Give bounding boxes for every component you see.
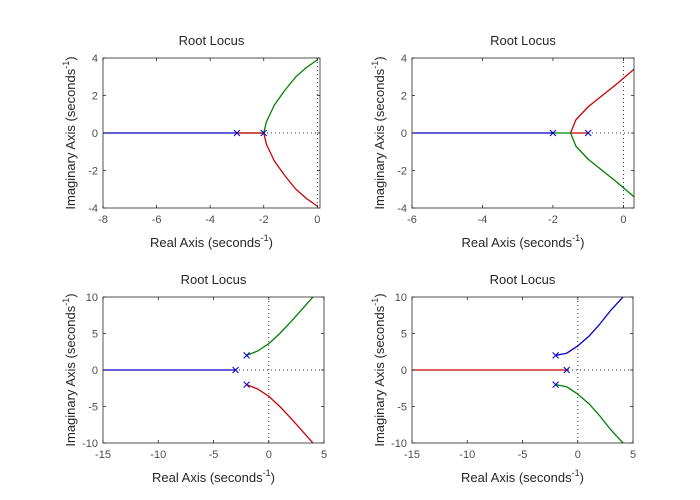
locus-branch-3 [552,132,634,198]
y-tick-label: -5 [397,402,407,414]
y-tick-label: -10 [391,438,407,450]
y-tick-label: -2 [88,166,98,178]
locus-branch-2 [555,297,624,357]
x-tick-label: 0 [314,214,320,226]
y-tick-label: -2 [397,166,407,178]
x-tick-label: 0 [575,449,581,461]
y-axis-label: Imaginary Axis (seconds-1) [370,293,387,446]
locus-branch-3 [555,383,624,443]
x-tick-label: 0 [266,449,272,461]
pole-marker-2 [552,352,560,359]
y-tick-label: -10 [82,438,98,450]
x-tick-label: 5 [321,449,327,461]
pole-marker-1 [233,129,241,137]
y-tick-label: 2 [401,91,407,103]
pole-marker-1 [549,129,557,137]
y-axis-label: Imaginary Axis (seconds-1) [370,56,387,209]
x-tick-label: -4 [205,214,215,226]
x-axis-label: Real Axis (seconds-1) [152,468,275,485]
x-tick-label: -10 [150,449,166,461]
pole-marker-3 [552,381,560,388]
y-tick-label: 2 [92,91,98,103]
pole-marker-2 [584,129,592,137]
pole-marker-2 [243,352,251,359]
x-axis-label: Real Axis (seconds-1) [462,233,585,250]
chart-title: Root Locus [181,272,247,287]
y-tick-label: -5 [88,402,98,414]
x-tick-label: -2 [548,214,558,226]
x-tick-label: -5 [518,449,528,461]
x-tick-label: -2 [259,214,269,226]
locus-branch-3 [236,132,318,207]
y-tick-label: 0 [401,365,407,377]
x-tick-label: -10 [459,449,475,461]
y-tick-label: -4 [88,203,98,215]
chart-title: Root Locus [179,33,245,48]
y-tick-label: 5 [401,329,407,341]
y-axis-label: Imaginary Axis (seconds-1) [61,293,78,446]
y-tick-label: 0 [401,128,407,140]
x-axis-label: Real Axis (seconds-1) [461,468,584,485]
x-axis-label: Real Axis (seconds-1) [150,233,273,250]
x-tick-label: -6 [407,214,417,226]
y-tick-label: 0 [92,128,98,140]
x-tick-label: 0 [620,214,626,226]
y-tick-label: 5 [92,329,98,341]
x-tick-label: -8 [98,214,108,226]
locus-branch-2 [246,297,314,357]
y-tick-label: 10 [395,292,407,304]
y-tick-label: 10 [86,292,98,304]
y-tick-label: 0 [92,365,98,377]
chart-title: Root Locus [490,33,556,48]
y-axis-label: Imaginary Axis (seconds-1) [61,56,78,209]
chart-title: Root Locus [490,272,556,287]
x-tick-label: -15 [404,449,420,461]
y-tick-label: 4 [92,53,98,65]
pole-marker-2 [260,129,268,137]
x-tick-label: -4 [478,214,488,226]
locus-branch-2 [569,68,634,134]
subplot-1: -8 -6 -4 -2 0 -4 -2 0 2 4 Root Locus Real Axis (sec… [61,33,321,250]
pole-marker-3 [243,381,251,388]
x-tick-label: -5 [209,449,219,461]
x-tick-label: -15 [95,449,111,461]
locus-branch-3 [246,383,314,443]
locus-branch-2 [236,59,318,134]
y-tick-label: -4 [397,203,407,215]
pole-marker-1 [232,366,239,374]
pole-marker-1 [563,366,571,374]
x-tick-label: -6 [152,214,162,226]
y-tick-label: 4 [401,53,407,65]
x-tick-label: 5 [630,449,636,461]
